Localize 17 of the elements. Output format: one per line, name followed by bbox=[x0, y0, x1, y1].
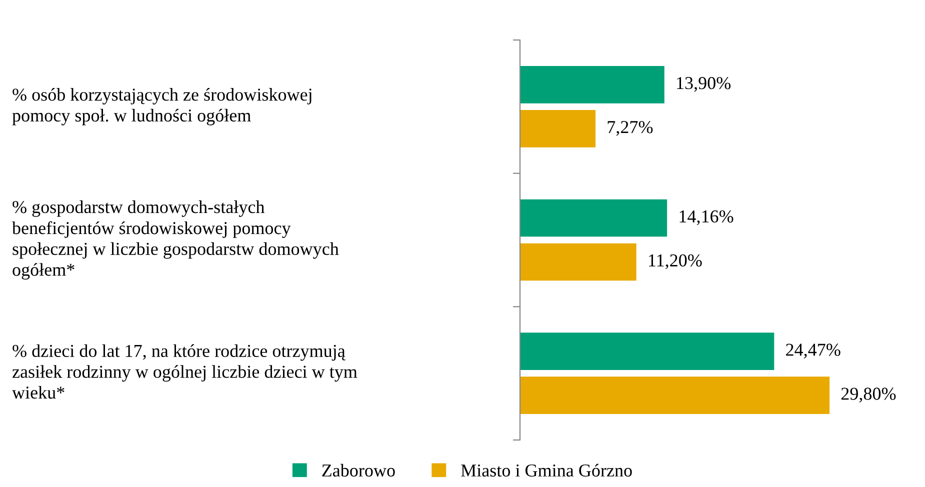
bar bbox=[520, 110, 596, 148]
y-tick-label: % gospodarstw domowych-stałych beneficjentów środowiskowej pomocy społecznej w liczbie gospodarstw domowych ogółem* bbox=[12, 200, 339, 280]
y-tick-label: % osób korzystających ze środowiskowej pomocy społ. w ludności ogółem bbox=[12, 88, 312, 126]
data-label: 14,16% bbox=[680, 210, 734, 226]
bar bbox=[520, 66, 664, 104]
bar bbox=[520, 199, 668, 237]
data-label: 13,90% bbox=[677, 77, 731, 92]
data-label: 24,47% bbox=[786, 344, 840, 358]
legend-label: Zaborowo bbox=[322, 464, 395, 477]
bar bbox=[520, 376, 830, 414]
legend-label: Miasto i Gmina Górzno bbox=[461, 464, 632, 477]
bar bbox=[520, 243, 636, 281]
data-label: 29,80% bbox=[841, 388, 896, 402]
data-label: 7,27% bbox=[608, 121, 653, 136]
data-label: 11,20% bbox=[649, 254, 702, 270]
bar bbox=[520, 332, 774, 370]
y-tick-label: % dzieci do lat 17, na które rodzice otrzymują zasiłek rodzinny w ogólnej liczbie dzieci w tym wieku* bbox=[12, 344, 358, 399]
